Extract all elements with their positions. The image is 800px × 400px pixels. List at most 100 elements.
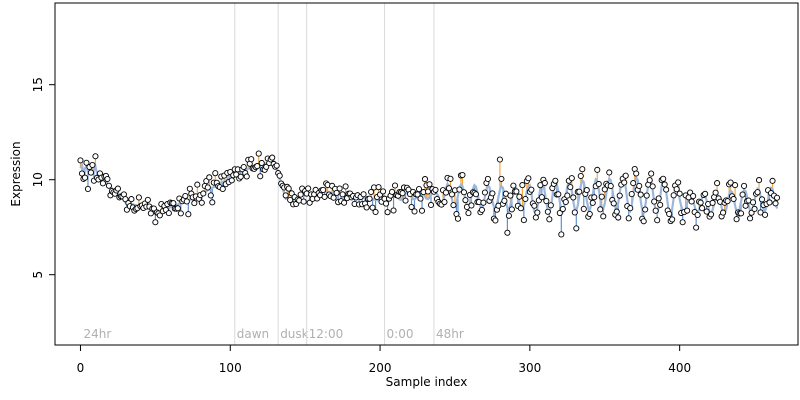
data-point-368 bbox=[628, 191, 635, 198]
data-point-230 bbox=[421, 176, 429, 183]
data-point-343 bbox=[591, 194, 598, 201]
data-point-275 bbox=[489, 190, 496, 197]
x-tick-label-400: 400 bbox=[668, 361, 691, 375]
data-point-8 bbox=[89, 161, 96, 169]
data-point-19 bbox=[105, 182, 112, 189]
data-point-346 bbox=[595, 180, 602, 188]
data-point-191 bbox=[363, 204, 370, 211]
data-point-330 bbox=[571, 209, 578, 216]
data-point-367 bbox=[627, 205, 634, 212]
data-point-308 bbox=[538, 194, 545, 201]
data-point-205 bbox=[384, 209, 391, 216]
data-point-313 bbox=[546, 216, 553, 223]
data-point-227 bbox=[417, 195, 424, 202]
data-point-364 bbox=[622, 172, 629, 179]
data-point-193 bbox=[366, 195, 373, 202]
data-point-395 bbox=[669, 216, 676, 223]
data-point-272 bbox=[484, 175, 491, 182]
data-point-248 bbox=[448, 191, 456, 198]
data-point-49 bbox=[150, 205, 157, 212]
data-point-101 bbox=[228, 177, 235, 184]
data-point-81 bbox=[198, 199, 205, 206]
data-point-137 bbox=[282, 192, 289, 199]
data-point-209 bbox=[390, 207, 397, 214]
x-axis: 0 100 200 300 400 bbox=[77, 345, 691, 375]
data-point-95 bbox=[219, 185, 226, 192]
data-point-249 bbox=[450, 202, 457, 209]
data-point-121 bbox=[258, 159, 265, 167]
data-point-383 bbox=[651, 198, 658, 205]
data-point-171 bbox=[333, 189, 340, 196]
data-point-175 bbox=[339, 191, 346, 198]
data-point-34 bbox=[128, 196, 135, 203]
data-point-255 bbox=[459, 171, 466, 179]
data-point-377 bbox=[642, 206, 649, 213]
data-point-70 bbox=[182, 192, 189, 200]
data-point-354 bbox=[607, 182, 614, 190]
data-point-85 bbox=[204, 184, 211, 191]
data-point-109 bbox=[240, 163, 247, 171]
data-point-73 bbox=[186, 185, 193, 192]
data-point-447 bbox=[747, 215, 754, 222]
data-point-202 bbox=[380, 188, 387, 195]
data-point-327 bbox=[567, 184, 574, 191]
data-point-314 bbox=[547, 202, 554, 209]
data-point-336 bbox=[580, 205, 587, 213]
data-point-293 bbox=[516, 193, 523, 200]
data-point-405 bbox=[684, 207, 691, 214]
data-point-369 bbox=[630, 180, 637, 187]
data-point-128 bbox=[269, 154, 276, 161]
data-point-247 bbox=[447, 175, 454, 182]
data-point-389 bbox=[660, 175, 667, 182]
data-point-287 bbox=[507, 192, 514, 199]
data-point-217 bbox=[402, 197, 409, 204]
data-point-118 bbox=[254, 163, 261, 170]
data-point-301 bbox=[528, 186, 535, 193]
data-point-450 bbox=[751, 205, 758, 213]
data-point-4 bbox=[83, 159, 90, 166]
data-point-0 bbox=[77, 157, 84, 164]
data-point-277 bbox=[492, 217, 499, 224]
y-axis: 5 10 15 bbox=[31, 77, 55, 279]
point-layer bbox=[77, 150, 781, 238]
data-point-378 bbox=[643, 192, 650, 199]
data-point-414 bbox=[697, 199, 704, 206]
data-point-441 bbox=[738, 210, 745, 217]
data-point-86 bbox=[206, 174, 213, 181]
data-point-320 bbox=[556, 209, 563, 217]
data-point-139 bbox=[285, 185, 292, 192]
data-point-87 bbox=[207, 192, 214, 199]
data-point-82 bbox=[200, 190, 207, 197]
data-point-299 bbox=[525, 175, 532, 182]
data-point-5 bbox=[84, 185, 92, 192]
data-point-189 bbox=[360, 191, 367, 198]
data-point-402 bbox=[679, 219, 686, 226]
data-point-257 bbox=[462, 197, 469, 204]
data-point-329 bbox=[570, 194, 577, 201]
data-point-303 bbox=[531, 202, 538, 209]
data-point-281 bbox=[498, 175, 505, 182]
data-point-455 bbox=[758, 196, 766, 203]
data-point-67 bbox=[177, 210, 184, 217]
data-point-259 bbox=[465, 210, 472, 217]
annotation-layer: dawn dusk 12:00 0:00 48hr bbox=[234, 3, 464, 345]
data-point-107 bbox=[237, 173, 244, 180]
data-point-131 bbox=[273, 162, 280, 169]
data-point-398 bbox=[673, 186, 680, 193]
data-point-285 bbox=[504, 229, 511, 236]
data-point-197 bbox=[372, 208, 379, 216]
data-point-225 bbox=[414, 191, 421, 198]
data-point-204 bbox=[383, 200, 390, 207]
data-point-15 bbox=[99, 180, 106, 187]
data-point-396 bbox=[670, 192, 677, 199]
data-point-324 bbox=[562, 198, 569, 206]
data-point-432 bbox=[724, 198, 731, 205]
data-point-425 bbox=[714, 180, 721, 187]
data-point-111 bbox=[243, 173, 250, 180]
data-point-422 bbox=[709, 199, 716, 206]
data-point-233 bbox=[426, 181, 433, 188]
data-point-417 bbox=[702, 190, 709, 197]
annotation-label-dawn: dawn bbox=[237, 327, 269, 341]
data-point-335 bbox=[579, 166, 586, 173]
data-point-280 bbox=[496, 156, 503, 163]
